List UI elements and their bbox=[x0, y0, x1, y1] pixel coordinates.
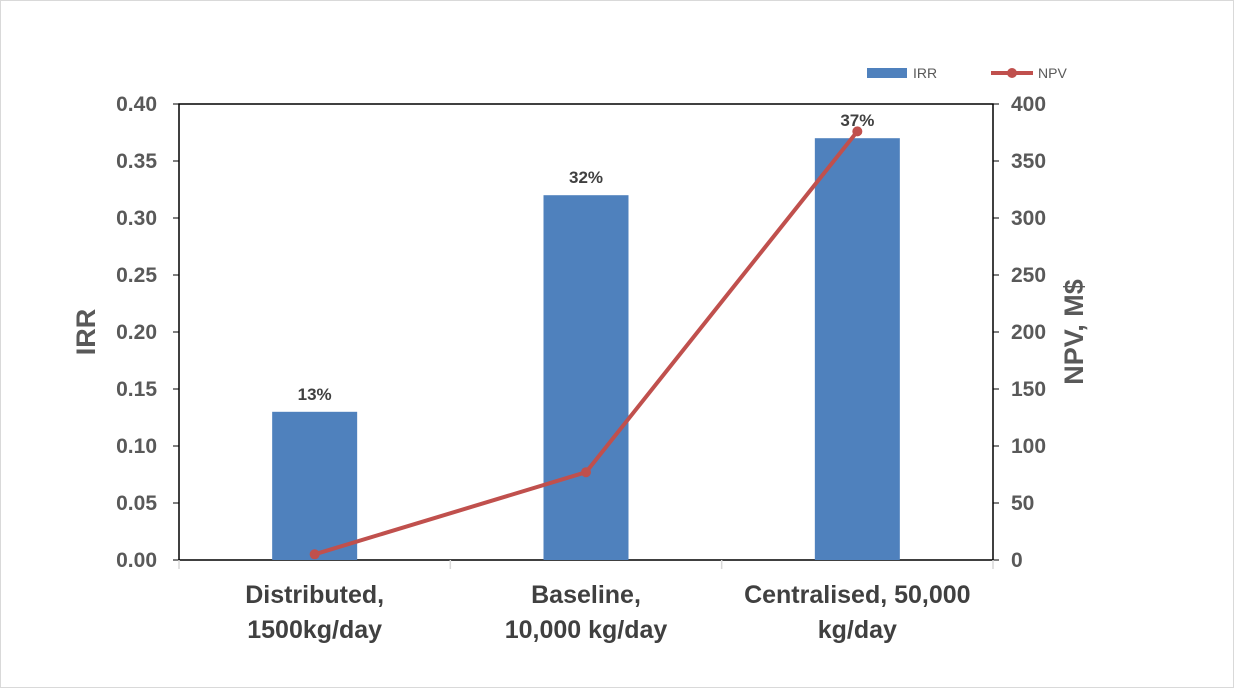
y-tick-label-left: 0.20 bbox=[116, 321, 157, 344]
y-tick-label-right: 400 bbox=[1011, 93, 1046, 116]
point-npv bbox=[581, 467, 591, 478]
y-tick-label-right: 0 bbox=[1011, 549, 1023, 572]
y-tick-label-right: 50 bbox=[1011, 492, 1034, 515]
bars-group bbox=[272, 138, 900, 560]
y-tick-label-right: 250 bbox=[1011, 264, 1046, 287]
legend: IRR NPV bbox=[867, 65, 1067, 81]
y-axis-title-left: IRR bbox=[71, 309, 101, 356]
y-tick-label-left: 0.10 bbox=[116, 435, 157, 458]
point-npv bbox=[309, 549, 320, 560]
y-tick-label-left: 0.00 bbox=[116, 549, 157, 572]
legend-label-irr: IRR bbox=[913, 65, 937, 81]
y-tick-label-right: 150 bbox=[1011, 378, 1046, 401]
legend-marker-npv bbox=[1007, 68, 1017, 78]
point-npv bbox=[852, 126, 863, 137]
x-category-label: Baseline, 10,000 kg/day bbox=[505, 581, 668, 644]
bar-irr bbox=[814, 138, 900, 560]
bar-data-label: 32% bbox=[569, 168, 603, 187]
y-tick-label-left: 0.30 bbox=[116, 207, 157, 230]
bar-irr bbox=[272, 411, 358, 560]
x-category-label: Distributed, 1500kg/day bbox=[245, 581, 384, 644]
y-tick-label-right: 350 bbox=[1011, 150, 1046, 173]
y-axis-title-right: NPV, M$ bbox=[1059, 279, 1089, 385]
bar-data-label: 13% bbox=[298, 385, 332, 404]
line-group bbox=[309, 126, 863, 560]
y-tick-label-left: 0.40 bbox=[116, 93, 157, 116]
x-category-label: Centralised, 50,000 kg/day bbox=[744, 581, 971, 644]
y-tick-label-right: 300 bbox=[1011, 207, 1046, 230]
bar-data-label: 37% bbox=[840, 111, 874, 130]
labels-group: 13% 32% 37% bbox=[298, 111, 875, 404]
y-tick-label-left: 0.15 bbox=[116, 378, 157, 401]
bar-irr bbox=[543, 195, 629, 560]
y-tick-label-right: 100 bbox=[1011, 435, 1046, 458]
y-tick-label-left: 0.25 bbox=[116, 264, 157, 287]
y-tick-label-right: 200 bbox=[1011, 321, 1046, 344]
axes-group: 0.00 0.05 0.10 0.15 0.20 0.25 0.30 0.35 0.40 0 50 1… bbox=[116, 93, 1046, 644]
y-tick-label-left: 0.05 bbox=[116, 492, 157, 515]
legend-label-npv: NPV bbox=[1038, 65, 1067, 81]
y-tick-label-left: 0.35 bbox=[116, 150, 157, 173]
legend-swatch-irr bbox=[867, 68, 907, 78]
